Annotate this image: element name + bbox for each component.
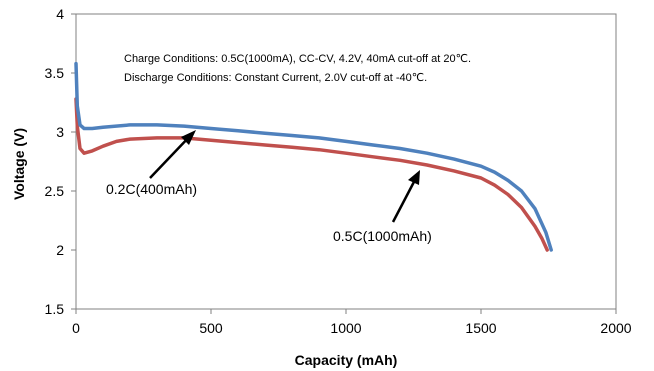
- y-tick-label: 3: [56, 124, 64, 140]
- y-tick-label: 4: [56, 6, 64, 22]
- x-axis-title: Capacity (mAh): [295, 352, 398, 368]
- charge-conditions-note: Charge Conditions: 0.5C(1000mA), CC-CV, …: [124, 53, 471, 65]
- plot-area-frame: [75, 13, 617, 310]
- series-label-0-2c: 0.2C(400mAh): [106, 181, 197, 197]
- y-tick-label: 3.5: [45, 65, 65, 81]
- series-lines: [74, 61, 553, 252]
- callout-arrow-0-2c: [149, 130, 196, 179]
- y-axis-ticks: 1.5 2 2.5 3 3.5 4: [45, 6, 76, 317]
- x-tick-label: 0: [72, 320, 80, 336]
- x-tick-label: 1500: [465, 320, 496, 336]
- series-line-0: [74, 61, 553, 252]
- discharge-conditions-note: Discharge Conditions: Constant Current, …: [124, 72, 427, 84]
- x-tick-label: 2000: [600, 320, 631, 336]
- y-tick-label: 2.5: [45, 183, 65, 199]
- x-axis-ticks: 0 500 1000 1500 2000: [72, 309, 632, 336]
- y-tick-label: 1.5: [45, 301, 65, 317]
- y-axis-title: Voltage (V): [11, 128, 27, 200]
- x-tick-label: 500: [199, 320, 223, 336]
- callout-arrow-0-5c: [391, 170, 420, 223]
- x-tick-label: 1000: [330, 320, 361, 336]
- series-line-1: [74, 97, 549, 252]
- series-label-0-5c: 0.5C(1000mAh): [333, 228, 432, 244]
- y-tick-label: 2: [56, 242, 64, 258]
